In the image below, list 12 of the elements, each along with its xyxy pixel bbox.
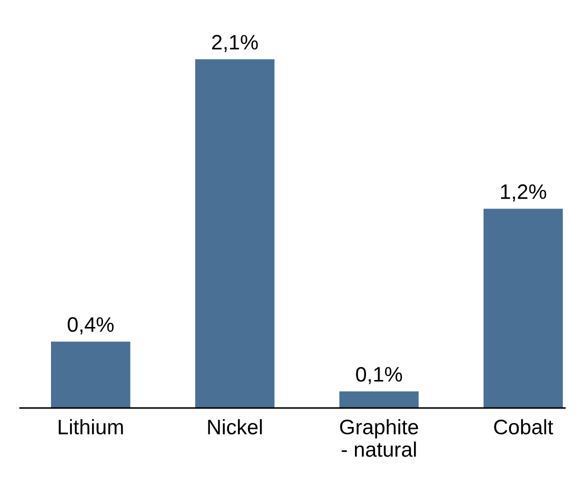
x-tick-label: Lithium <box>58 419 123 434</box>
bar <box>195 59 274 408</box>
x-tick-label: Cobalt <box>494 419 554 434</box>
x-tick-label: Graphite - natural <box>340 419 418 457</box>
bar <box>51 342 130 408</box>
bar <box>339 391 419 408</box>
data-label: 2,1% <box>212 34 258 52</box>
data-label: 0,4% <box>68 317 114 334</box>
data-label: 1,2% <box>501 184 546 202</box>
data-label: 0,1% <box>356 366 402 384</box>
x-tick-label: Nickel <box>208 419 262 434</box>
bar <box>484 208 563 408</box>
